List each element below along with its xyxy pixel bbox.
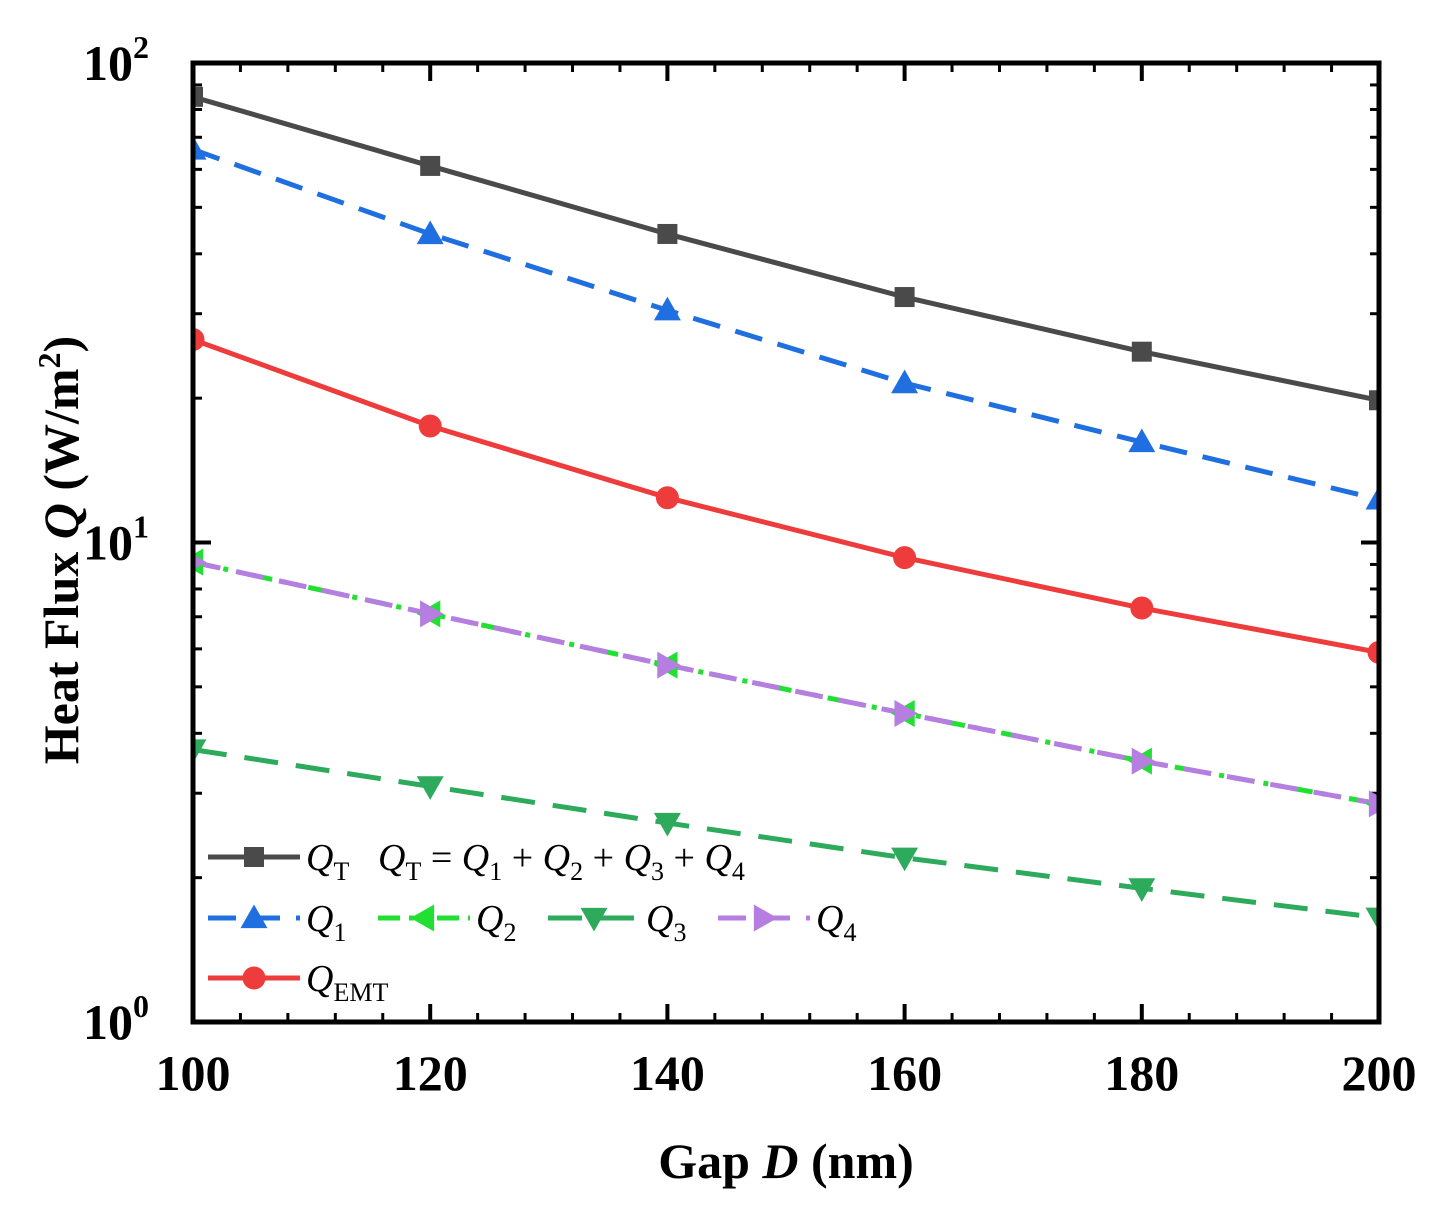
marker-qemt [1130, 596, 1154, 620]
legend-label-q1: Q1 [306, 898, 346, 947]
marker-q1 [653, 296, 681, 321]
marker-qt [420, 155, 441, 176]
series-line-q2 [193, 559, 1379, 807]
marker-qt [894, 287, 915, 308]
marker-q3 [653, 812, 681, 837]
marker-q4 [193, 554, 207, 570]
marker-qt [657, 223, 678, 244]
legend-label-qt: QT [306, 837, 349, 886]
y-tick-label: 102 [83, 29, 149, 91]
series-line-qemt [193, 337, 1379, 655]
marker-qt [1131, 341, 1152, 362]
legend-label-q4: Q4 [816, 898, 856, 947]
x-tick-label: 100 [156, 1045, 231, 1101]
marker-q3 [891, 847, 919, 872]
legend-label-q3: Q3 [646, 898, 686, 947]
legend-marker-qt [244, 847, 264, 867]
marker-q1 [1128, 428, 1156, 453]
legend: QT QT = Q1 + Q2 + Q3 + Q4 Q1 Q2 Q3 Q4 QEMT [208, 837, 856, 1007]
x-axis-label: Gap D (nm) [658, 1133, 914, 1189]
marker-q4 [894, 699, 919, 727]
plot-markers [193, 86, 1379, 932]
x-tick-label: 160 [867, 1045, 942, 1101]
legend-label-qemt: QEMT [306, 958, 388, 1007]
x-tick-label: 180 [1104, 1045, 1179, 1101]
marker-qemt [655, 486, 679, 510]
y-axis-label: Heat Flux Q (W/m2) [31, 336, 89, 764]
marker-qemt [193, 328, 205, 352]
y-tick-label: 100 [83, 988, 149, 1050]
marker-q1 [416, 220, 444, 245]
x-tick-label: 120 [393, 1045, 468, 1101]
marker-qt [193, 86, 203, 107]
marker-qemt [1367, 640, 1379, 664]
series-line-q4 [193, 559, 1379, 807]
marker-q3 [1128, 878, 1156, 902]
marker-q4 [1131, 747, 1156, 775]
x-tick-label: 140 [630, 1045, 705, 1101]
marker-q4 [657, 651, 681, 679]
y-tick-label: 101 [83, 509, 149, 571]
x-tick-label: 200 [1342, 1045, 1417, 1101]
marker-q1 [891, 369, 919, 394]
marker-q1 [193, 136, 207, 160]
legend-equation: QT = Q1 + Q2 + Q3 + Q4 [378, 837, 745, 886]
marker-q3 [193, 739, 207, 764]
series-line-q3 [193, 747, 1379, 921]
legend-marker-q4 [753, 904, 778, 932]
marker-q3 [1365, 907, 1379, 932]
marker-q4 [1368, 790, 1379, 818]
marker-qemt [418, 414, 442, 438]
marker-q1 [1365, 485, 1379, 510]
series-line-q1 [193, 147, 1379, 502]
marker-qemt [893, 546, 917, 570]
marker-q4 [420, 600, 444, 628]
legend-label-q2: Q2 [476, 898, 516, 947]
axis-ticks: 100 120 140 160 180 200 100 101 102 [83, 29, 1417, 1101]
plot-series [193, 94, 1379, 921]
legend-marker-q2 [410, 904, 435, 932]
legend-marker-q1 [240, 904, 268, 929]
marker-qt [1369, 390, 1379, 411]
series-line-qt [193, 94, 1379, 403]
marker-q3 [416, 776, 444, 800]
legend-marker-q3 [580, 907, 608, 932]
legend-marker-qemt [242, 966, 266, 990]
